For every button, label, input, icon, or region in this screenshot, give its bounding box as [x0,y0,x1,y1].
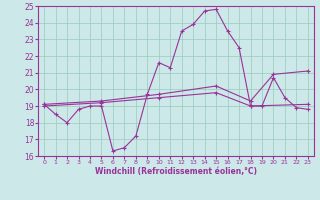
X-axis label: Windchill (Refroidissement éolien,°C): Windchill (Refroidissement éolien,°C) [95,167,257,176]
